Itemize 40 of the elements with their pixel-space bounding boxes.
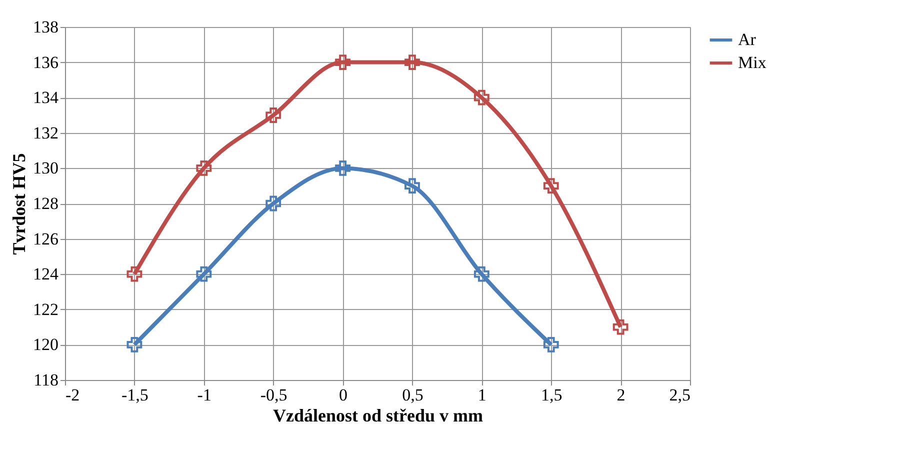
x-tick-label: 1	[478, 386, 486, 404]
y-tick-label: 118	[34, 370, 58, 390]
y-tick-label: 120	[33, 335, 58, 354]
point	[126, 336, 142, 352]
point	[335, 54, 350, 70]
x-tick-label: 2,5	[669, 386, 690, 404]
point	[612, 319, 628, 335]
point	[543, 178, 559, 194]
legend-label: Mix	[738, 53, 767, 72]
y-tick-label: 124	[33, 264, 59, 284]
x-tick-label: 0	[339, 386, 348, 404]
y-tick-label: 128	[33, 194, 58, 213]
y-tick-label: 126	[33, 229, 58, 248]
point	[335, 160, 350, 176]
x-tick-label: -0,5	[260, 386, 288, 404]
point	[404, 54, 420, 70]
point	[543, 336, 559, 352]
y-tick-label: 130	[33, 158, 58, 178]
y-tick-label: 136	[33, 52, 58, 72]
x-tick-label: 0,5	[402, 386, 424, 404]
point	[474, 90, 490, 106]
x-tick-label: 2	[616, 386, 626, 404]
x-axis-title: Vzdálenost od středu v mm	[273, 406, 484, 426]
x-tick-label: -2	[66, 386, 80, 404]
point	[474, 266, 490, 282]
point	[266, 108, 282, 123]
x-tick-label: -1,5	[121, 386, 148, 404]
y-tick-label: 122	[33, 300, 58, 319]
point	[404, 178, 420, 194]
point	[266, 196, 282, 212]
point	[126, 266, 142, 282]
y-axis-title: Tvrdost HV5	[9, 153, 29, 255]
y-tick-label: 132	[33, 123, 58, 142]
x-tick-label: 1,5	[540, 386, 562, 404]
x-tick-label: -1	[197, 386, 212, 404]
legend-label: Ar	[738, 30, 756, 49]
y-tick-label: 138	[33, 18, 58, 36]
y-tick-label: 134	[33, 88, 59, 108]
point	[196, 160, 212, 176]
point	[196, 266, 212, 282]
